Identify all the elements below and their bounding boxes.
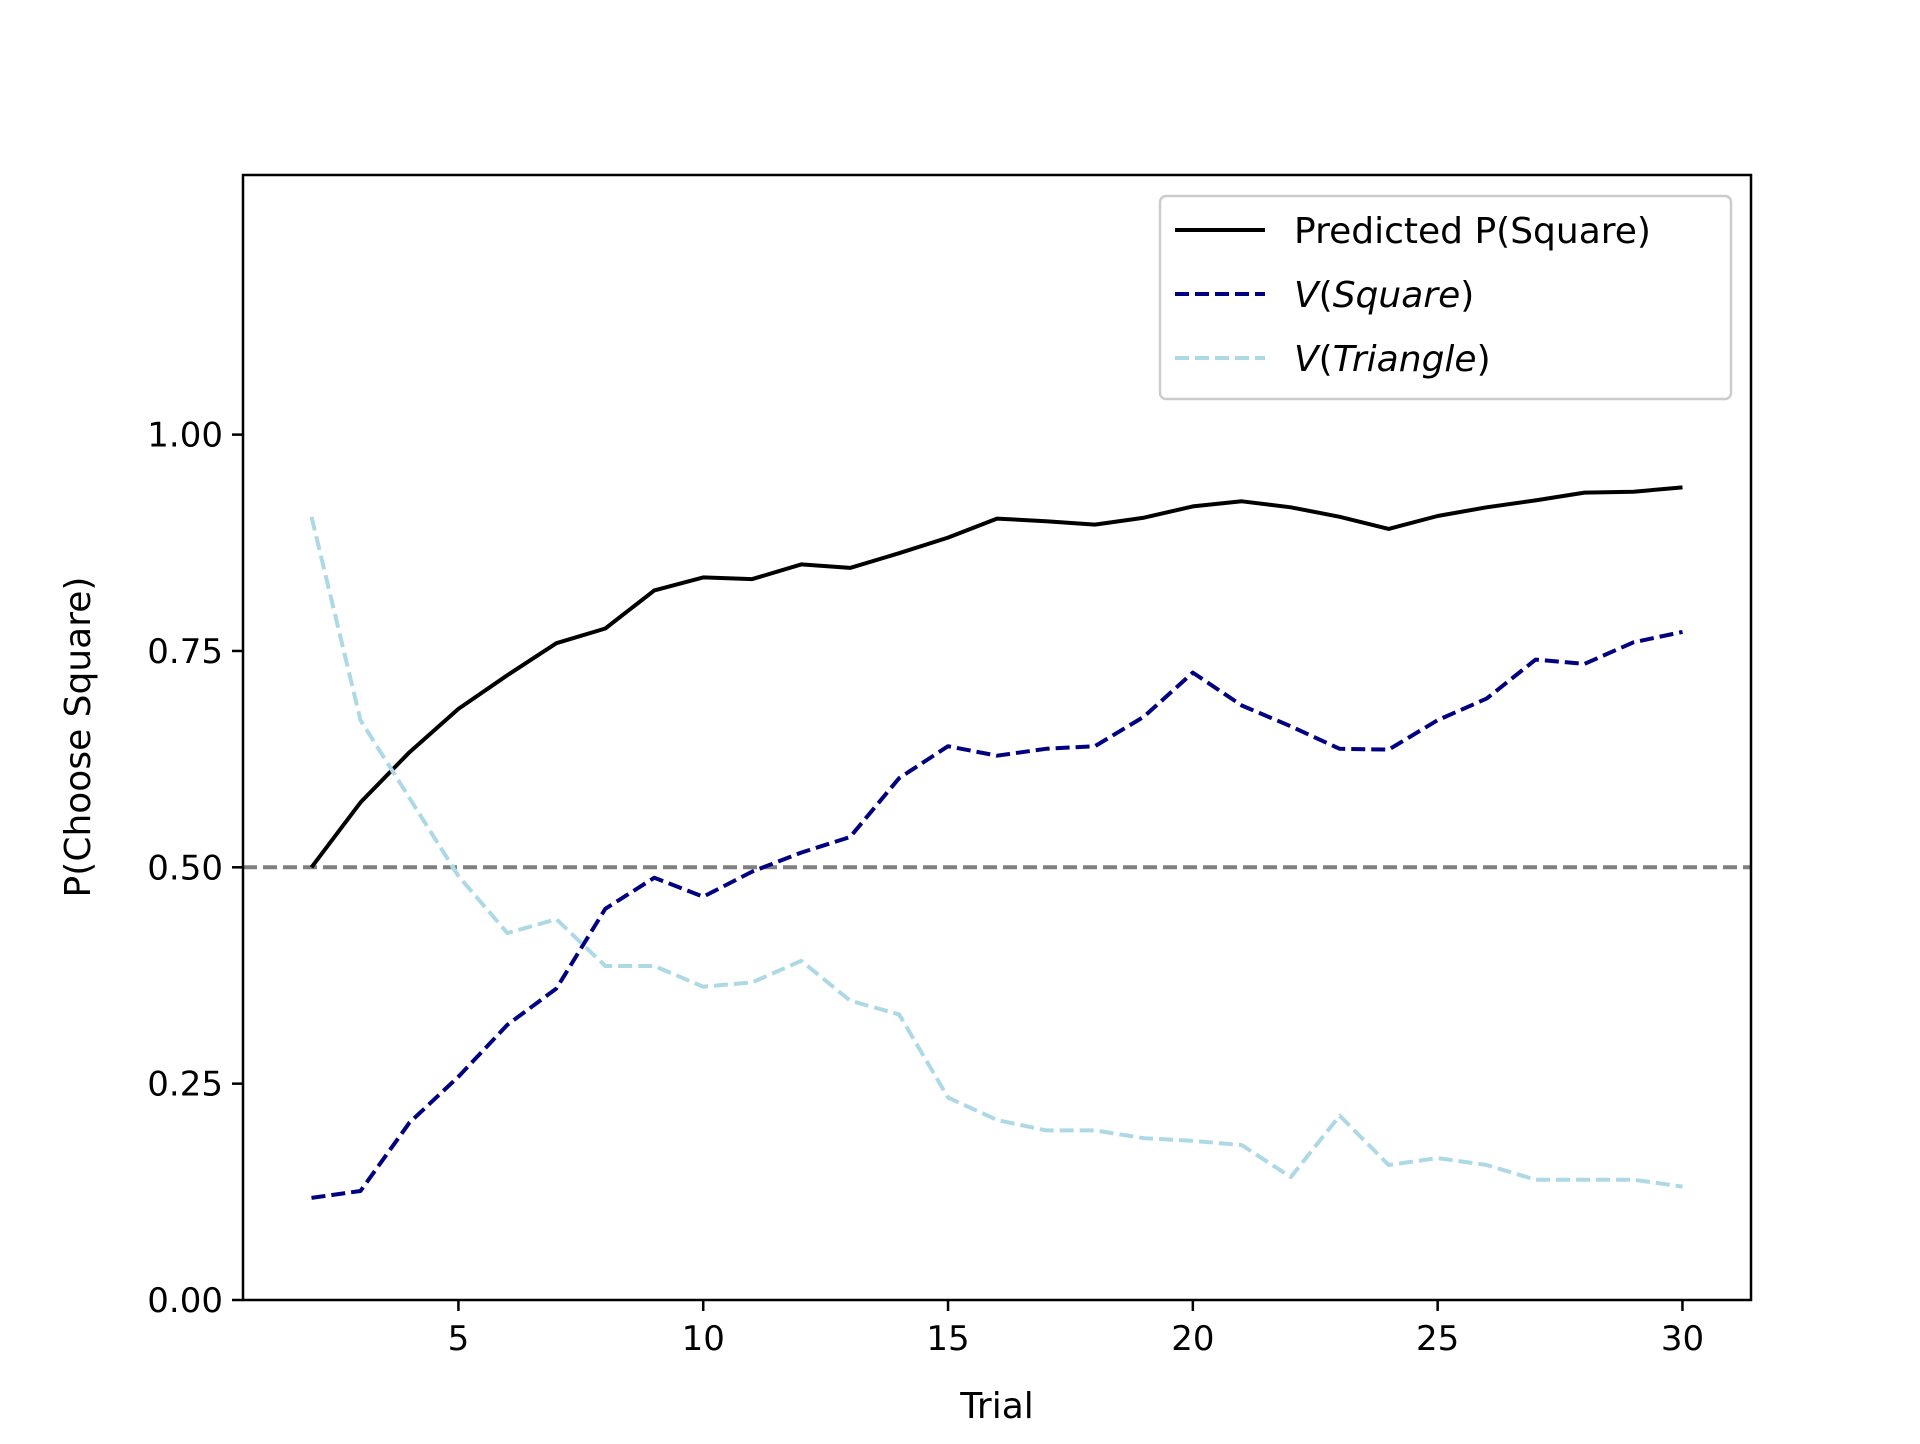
y-tick-label: 0.75 — [147, 632, 223, 672]
series-line-2 — [309, 516, 1683, 1189]
x-axis-label: Trial — [959, 1386, 1034, 1427]
legend-label-1: V(Square) — [1294, 275, 1474, 316]
x-tick-label: 10 — [682, 1319, 725, 1359]
legend: Predicted P(Square) V(Square) V(Triangle) — [1158, 194, 1733, 401]
y-tick-label: 0.25 — [147, 1065, 223, 1105]
y-axis-label: P(Choose Square) — [58, 577, 99, 898]
series-line-1 — [311, 629, 1683, 1200]
y-axis-ticks: 0.00 0.25 0.50 0.75 1.00 — [147, 416, 243, 1321]
x-tick-label: 30 — [1661, 1319, 1704, 1359]
legend-label-0: Predicted P(Square) — [1294, 211, 1651, 252]
series-line-0 — [309, 485, 1683, 869]
plot-lines — [243, 485, 1751, 1200]
x-tick-label: 20 — [1171, 1319, 1214, 1359]
y-tick-label: 0.50 — [147, 848, 223, 888]
x-tick-label: 15 — [926, 1319, 969, 1359]
legend-box — [1158, 194, 1733, 401]
legend-label-2: V(Triangle) — [1294, 339, 1491, 380]
y-tick-label: 1.00 — [147, 416, 223, 456]
plot-frame — [241, 173, 1753, 1302]
x-axis-ticks: 5 10 15 20 25 30 — [448, 1300, 1704, 1359]
y-tick-label: 0.00 — [147, 1281, 223, 1321]
x-tick-label: 25 — [1416, 1319, 1459, 1359]
x-tick-label: 5 — [448, 1319, 470, 1359]
